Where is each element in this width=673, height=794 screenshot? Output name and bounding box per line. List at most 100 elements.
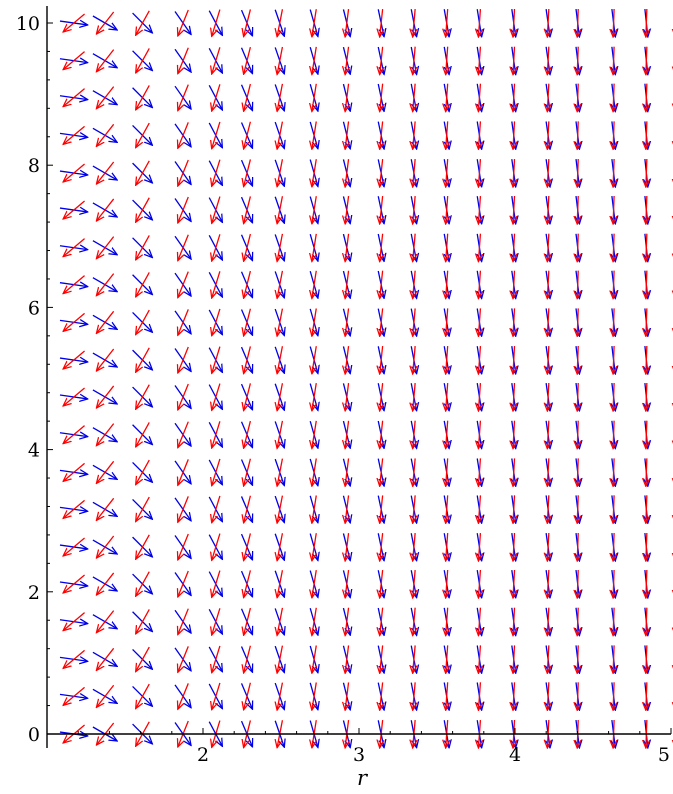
field-arrow [380, 196, 383, 224]
field-arrow [212, 421, 221, 448]
field-arrow [136, 235, 150, 259]
field-arrow [413, 682, 415, 710]
field-arrow [178, 234, 189, 261]
field-arrow [478, 195, 480, 224]
field-arrow [345, 308, 348, 336]
field-arrow [212, 47, 221, 74]
field-arrow [63, 387, 85, 406]
y-tick-label: 0 [28, 724, 40, 746]
field-arrow [513, 382, 514, 411]
field-arrow [446, 682, 448, 710]
field-arrow [513, 308, 514, 336]
field-arrow [277, 159, 284, 186]
field-arrow [446, 270, 448, 299]
field-arrow [136, 272, 150, 296]
field-arrow [613, 270, 614, 299]
field-arrow [613, 458, 614, 486]
field-arrow [244, 607, 252, 635]
field-arrow [413, 495, 415, 523]
field-arrow [613, 195, 614, 224]
y-tick-label: 6 [28, 297, 40, 319]
field-arrow [413, 308, 415, 336]
field-arrow [212, 159, 221, 187]
field-arrow [513, 607, 514, 636]
field-arrow [312, 420, 316, 449]
field-arrow [577, 569, 578, 598]
field-arrow [513, 569, 514, 598]
field-arrow [312, 346, 316, 374]
field-arrow [577, 308, 578, 336]
field-arrow [96, 49, 115, 72]
field-arrow [63, 13, 85, 32]
field-arrow [547, 8, 548, 37]
field-arrow [446, 495, 448, 523]
field-arrow [446, 346, 448, 374]
field-arrow [345, 9, 348, 37]
field-arrow [613, 233, 614, 262]
field-arrow [136, 609, 150, 633]
field-arrow [178, 122, 189, 148]
field-arrow [513, 46, 514, 75]
field-arrow [212, 533, 221, 561]
field-arrow [96, 647, 115, 670]
field-arrow [513, 495, 514, 523]
field-arrow [380, 121, 383, 149]
field-arrow [413, 346, 415, 374]
field-arrow [345, 83, 348, 112]
field-arrow [96, 273, 115, 296]
field-arrow [513, 270, 514, 299]
field-arrow [413, 159, 415, 187]
field-arrow [178, 159, 189, 186]
field-arrow [446, 195, 448, 224]
field-arrow [478, 607, 480, 636]
field-arrow [244, 159, 252, 186]
field-arrow [312, 495, 316, 523]
field-arrow [96, 11, 115, 34]
field-arrow [577, 382, 578, 411]
field-arrow [646, 270, 647, 299]
field-arrow [178, 646, 189, 672]
field-arrow [136, 384, 150, 409]
field-arrow [312, 383, 316, 411]
field-arrow [646, 83, 647, 112]
field-arrow [63, 88, 85, 107]
field-arrow [577, 458, 578, 486]
field-arrow [63, 350, 85, 369]
field-arrow [613, 121, 614, 149]
field-arrow [478, 532, 480, 561]
field-arrow [277, 533, 284, 560]
field-arrow [646, 195, 647, 224]
field-arrow [244, 46, 252, 74]
field-arrow [63, 312, 85, 331]
field-arrow [244, 83, 252, 111]
y-tick-label: 2 [28, 582, 40, 604]
field-arrow [547, 270, 548, 299]
field-arrow [63, 163, 85, 182]
field-arrow [277, 383, 284, 410]
field-arrow [178, 570, 189, 597]
field-arrow [212, 570, 221, 598]
field-arrow [380, 382, 383, 411]
field-arrow [63, 574, 85, 593]
field-arrow [380, 645, 383, 673]
field-arrow [646, 607, 647, 636]
field-arrow [178, 608, 189, 635]
field-arrow [136, 10, 150, 35]
field-arrow [345, 121, 348, 149]
field-arrow [212, 383, 221, 411]
field-arrow [345, 495, 348, 523]
x-tick-label: 4 [509, 744, 521, 766]
field-arrow [513, 83, 514, 112]
field-arrow [380, 9, 383, 37]
field-arrow [646, 233, 647, 262]
field-arrow [547, 83, 548, 112]
field-arrow [277, 682, 284, 710]
field-arrow [478, 159, 480, 187]
field-arrow [244, 420, 252, 448]
field-arrow [244, 270, 252, 298]
field-arrow [547, 682, 548, 710]
field-arrow [446, 83, 448, 112]
field-arrow [136, 122, 150, 147]
field-arrow [413, 195, 415, 224]
